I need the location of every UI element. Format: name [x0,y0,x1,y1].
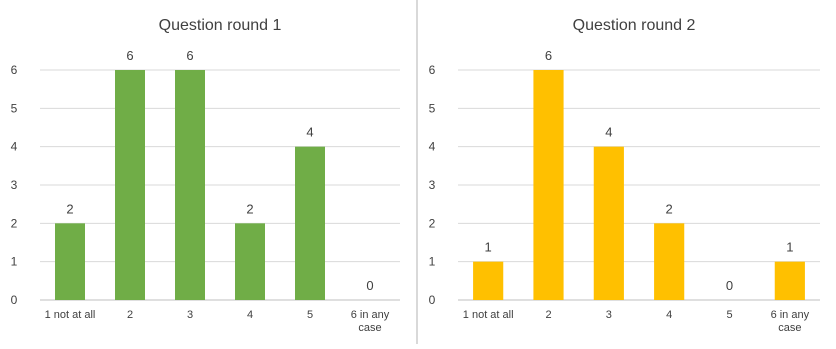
bar-value-label: 2 [66,201,73,216]
x-tick-label: 2 [127,309,133,321]
x-tick-label: 6 in any case [771,309,810,334]
y-tick-label: 4 [11,140,18,154]
y-tick-label: 6 [429,63,436,77]
bar [175,70,205,300]
bar [533,70,564,300]
bar-value-label: 2 [666,201,673,216]
bar [593,146,624,300]
bar-value-label: 0 [726,278,733,293]
bar [654,223,685,300]
y-tick-label: 2 [429,216,436,230]
bar-value-label: 4 [306,125,313,140]
bar-value-label: 2 [246,201,253,216]
y-tick-label: 0 [429,293,436,307]
x-tick-label: 4 [666,309,672,321]
bar [295,146,325,300]
x-tick-label: 6 in any case [351,309,390,334]
chart-panel-round-2: Question round 2 0 1 2 3 4 5 6 1 1 not at all 6 2 4 3… [418,0,836,344]
y-tick-label: 5 [11,101,18,115]
y-tick-label: 0 [11,293,18,307]
y-tick-label: 6 [11,63,18,77]
bar-chart-round-1: Question round 1 0 1 2 3 4 5 6 2 1 not at all 6 2 6 3… [11,17,400,334]
bar-value-label: 1 [786,240,793,255]
x-tick-label: 3 [187,309,193,321]
x-tick-label: 1 not at all [45,309,96,321]
y-tick-label: 2 [11,216,18,230]
y-tick-label: 3 [11,178,18,192]
bar-value-label: 6 [545,48,552,63]
bar [55,223,85,300]
x-tick-label: 1 not at all [463,309,514,321]
bar-value-label: 4 [605,125,612,140]
chart-panel-round-1: Question round 1 0 1 2 3 4 5 6 2 1 not at all 6 2 6 3… [0,0,416,344]
bar-value-label: 6 [186,48,193,63]
x-tick-label: 5 [726,309,732,321]
bar-chart-round-2: Question round 2 0 1 2 3 4 5 6 1 1 not at all 6 2 4 3… [429,17,820,334]
bar [115,70,145,300]
chart-title: Question round 1 [159,17,282,34]
panel-divider [416,0,418,344]
bar-value-label: 0 [366,278,373,293]
bar-value-label: 1 [485,240,492,255]
y-tick-label: 1 [429,255,436,269]
bar-value-label: 6 [126,48,133,63]
x-tick-label: 4 [247,309,253,321]
x-tick-label: 2 [545,309,551,321]
y-tick-label: 1 [11,255,18,269]
x-tick-label: 3 [606,309,612,321]
y-tick-label: 5 [429,101,436,115]
chart-title: Question round 2 [573,17,696,34]
bar [473,261,504,300]
bar [235,223,265,300]
x-tick-label: 5 [307,309,313,321]
y-tick-label: 4 [429,140,436,154]
bar [774,261,805,300]
y-tick-label: 3 [429,178,436,192]
